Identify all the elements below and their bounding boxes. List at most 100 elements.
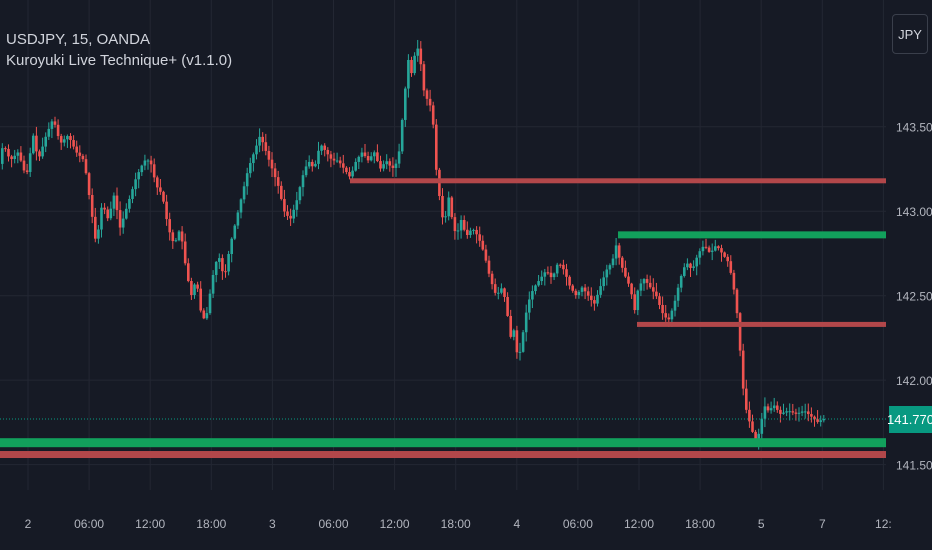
- x-tick-label: 06:00: [563, 517, 593, 531]
- candle-body: [472, 229, 475, 231]
- candle-body: [50, 121, 54, 129]
- candle-body: [183, 241, 187, 264]
- symbol-title: USDJPY, 15, OANDA: [6, 31, 150, 48]
- candle-body: [593, 300, 596, 304]
- y-tick-label: 143.500: [896, 121, 932, 135]
- candle-body: [47, 128, 51, 137]
- candle-body: [242, 186, 246, 200]
- x-tick-label: 18:00: [196, 517, 226, 531]
- candle-body: [704, 246, 708, 248]
- candle-body: [236, 212, 240, 226]
- candle-body: [779, 409, 782, 414]
- candle-body: [233, 225, 237, 239]
- candle-body: [16, 152, 20, 156]
- candle-body: [19, 152, 23, 161]
- candle-body: [345, 167, 348, 173]
- candle-body: [128, 198, 131, 209]
- candle-body: [552, 273, 556, 278]
- candle-body: [807, 411, 810, 415]
- candle-body: [673, 300, 677, 311]
- candle-body: [661, 304, 664, 314]
- candle-body: [273, 168, 277, 178]
- candle-body: [81, 155, 85, 160]
- candle-body: [94, 216, 97, 239]
- candle-body: [794, 412, 798, 414]
- candle-body: [648, 282, 652, 288]
- candle-body: [515, 330, 519, 353]
- candle-body: [484, 249, 488, 261]
- candle-body: [720, 248, 723, 253]
- x-tick-label: 18:00: [685, 517, 715, 531]
- x-tick-label: 18:00: [441, 517, 471, 531]
- candle-body: [100, 207, 103, 230]
- candle-body: [679, 275, 683, 288]
- candle-body: [819, 420, 822, 422]
- candle-body: [304, 166, 308, 176]
- candle-body: [803, 411, 807, 413]
- candle-body: [512, 330, 516, 337]
- candle-body: [776, 405, 779, 410]
- candle-body: [537, 281, 540, 286]
- candle-body: [645, 279, 649, 283]
- y-tick-label: 141.500: [896, 459, 932, 473]
- candle-body: [621, 257, 624, 268]
- candle-body: [289, 215, 292, 219]
- candle-body: [633, 294, 636, 311]
- candle-body: [323, 145, 326, 150]
- candle-body: [738, 313, 742, 351]
- candle-body: [338, 160, 342, 164]
- candle-body: [298, 187, 302, 201]
- candle-body: [63, 139, 66, 143]
- candle-body: [766, 406, 770, 411]
- candle-body: [754, 431, 757, 443]
- candle-body: [373, 152, 376, 157]
- candle-body: [193, 284, 196, 296]
- currency-button[interactable]: JPY: [892, 14, 928, 54]
- candle-body: [466, 229, 469, 236]
- candle-body: [670, 310, 674, 320]
- candle-body: [78, 152, 82, 156]
- candle-body: [357, 156, 361, 162]
- last-price-label: 141.770: [887, 406, 932, 434]
- candle-body: [469, 230, 472, 236]
- candle-body: [689, 263, 692, 268]
- candle-body: [326, 149, 330, 155]
- candle-body: [270, 159, 274, 169]
- candle-body: [816, 419, 819, 422]
- candle-body: [348, 172, 351, 177]
- candle-body: [317, 150, 320, 164]
- candle-body: [218, 258, 221, 262]
- candle-body: [769, 408, 773, 411]
- x-tick-label: 12:00: [135, 517, 165, 531]
- candle-body: [664, 313, 667, 318]
- candle-body: [456, 230, 460, 232]
- candle-body: [732, 272, 736, 290]
- candle-body: [376, 152, 379, 162]
- candle-body: [137, 172, 140, 180]
- candle-body: [156, 177, 159, 188]
- candle-body: [717, 246, 720, 249]
- x-tick-label: 2: [25, 517, 32, 531]
- candle-body: [25, 170, 29, 172]
- candle-body: [751, 421, 754, 432]
- candle-body: [342, 163, 345, 168]
- candle-body: [283, 198, 286, 212]
- candle-body: [72, 140, 75, 147]
- candle-body: [249, 163, 252, 174]
- candle-body: [59, 136, 63, 143]
- candle-body: [642, 279, 646, 284]
- candle-body: [493, 284, 497, 293]
- candle-body: [735, 289, 739, 314]
- candle-body: [84, 159, 88, 174]
- candle-body: [252, 154, 255, 164]
- candle-body: [416, 48, 419, 56]
- candle-body: [187, 263, 190, 281]
- candle-body: [410, 59, 413, 74]
- candle-body: [190, 280, 193, 296]
- candle-body: [413, 55, 416, 74]
- candle-body: [546, 272, 550, 274]
- candle-body: [528, 299, 531, 313]
- candle-body: [745, 388, 748, 410]
- candle-body: [518, 351, 522, 353]
